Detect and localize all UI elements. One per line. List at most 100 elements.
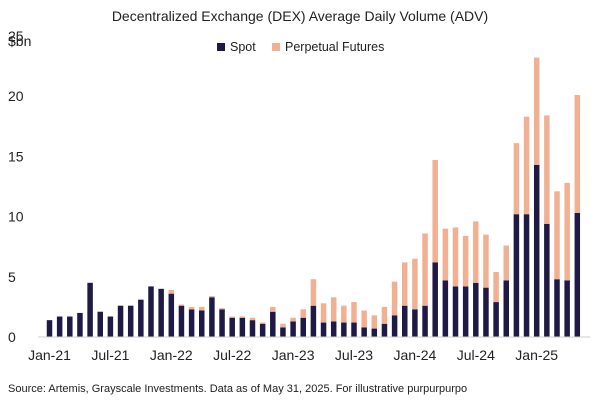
bar-perpetual-futures bbox=[280, 323, 286, 328]
legend: Spot Perpetual Futures bbox=[217, 40, 384, 54]
bar-perpetual-futures bbox=[330, 297, 337, 322]
bar-spot bbox=[412, 309, 418, 337]
bar-spot bbox=[402, 305, 408, 337]
bar-spot bbox=[371, 328, 378, 337]
bar-perpetual-futures bbox=[300, 309, 306, 318]
bar-perpetual-futures bbox=[219, 308, 225, 310]
bar-spot bbox=[574, 212, 581, 337]
bar-spot bbox=[513, 214, 520, 337]
bar-spot bbox=[259, 323, 266, 337]
y-tick-label: 20 bbox=[8, 88, 24, 104]
bar-perpetual-futures bbox=[351, 302, 357, 323]
bar-spot bbox=[249, 320, 256, 337]
bar-perpetual-futures bbox=[229, 316, 235, 318]
y-tick-label: 15 bbox=[8, 148, 24, 164]
bar-perpetual-futures bbox=[209, 296, 215, 298]
bar-perpetual-futures bbox=[402, 262, 408, 306]
y-tick-label: 5 bbox=[8, 269, 16, 285]
bar-perpetual-futures bbox=[503, 245, 509, 281]
bar-perpetual-futures bbox=[432, 160, 438, 263]
bar-perpetual-futures bbox=[554, 191, 560, 280]
bar-spot bbox=[381, 323, 388, 337]
bar-spot bbox=[361, 327, 367, 337]
bar-perpetual-futures bbox=[493, 271, 499, 303]
x-tick-label: Jul-22 bbox=[213, 347, 251, 363]
bar-spot bbox=[148, 286, 154, 337]
bar-spot bbox=[158, 288, 164, 337]
bar-spot bbox=[554, 279, 560, 337]
y-axis-ticks: 0 5 10 15 20 25 bbox=[8, 28, 24, 345]
x-tick-label: Jan-21 bbox=[28, 347, 71, 363]
x-tick-label: Jan-23 bbox=[272, 347, 315, 363]
bar-spot bbox=[239, 317, 246, 337]
bar-perpetual-futures bbox=[270, 306, 276, 312]
bar-spot bbox=[493, 302, 499, 337]
bar-perpetual-futures bbox=[168, 290, 175, 294]
bar-perpetual-futures bbox=[310, 279, 317, 306]
bar-spot bbox=[483, 287, 489, 337]
bar-spot bbox=[67, 316, 73, 337]
bar-spot bbox=[300, 317, 306, 337]
bar-perpetual-futures bbox=[178, 304, 185, 306]
bar-spot bbox=[330, 321, 337, 337]
y-tick-label: 0 bbox=[8, 329, 16, 345]
legend-swatch-spot bbox=[217, 43, 225, 51]
bar-spot bbox=[320, 322, 327, 337]
bar-spot bbox=[432, 262, 438, 337]
bar-spot bbox=[564, 280, 570, 337]
legend-label-perpetual-futures: Perpetual Futures bbox=[285, 40, 384, 54]
bar-spot bbox=[462, 286, 469, 337]
bar-perpetual-futures bbox=[483, 234, 489, 288]
x-tick-label: Jul-21 bbox=[91, 347, 129, 363]
bar-perpetual-futures bbox=[341, 305, 347, 323]
bar-spot bbox=[188, 309, 195, 337]
bar-spot bbox=[209, 297, 215, 337]
bar-perpetual-futures bbox=[544, 115, 550, 224]
bar-perpetual-futures bbox=[239, 316, 246, 318]
bar-spot bbox=[351, 322, 357, 337]
bar-spot bbox=[533, 164, 540, 337]
bar-perpetual-futures bbox=[381, 306, 388, 324]
bar-spot bbox=[56, 316, 63, 337]
x-tick-label: Jul-23 bbox=[335, 347, 373, 363]
bar-perpetual-futures bbox=[523, 116, 530, 215]
bar-perpetual-futures bbox=[199, 306, 205, 311]
bar-spot bbox=[97, 311, 103, 337]
x-tick-label: Jul-24 bbox=[457, 347, 495, 363]
legend-swatch-perpetual-futures bbox=[272, 43, 280, 51]
bar-perpetual-futures bbox=[452, 227, 459, 287]
x-tick-label: Jan-24 bbox=[393, 347, 436, 363]
bar-spot bbox=[544, 223, 550, 337]
bar-spot bbox=[503, 280, 509, 337]
bar-perpetual-futures bbox=[371, 315, 378, 329]
y-tick-label: 10 bbox=[8, 209, 24, 225]
bar-perpetual-futures bbox=[320, 303, 327, 323]
bar-perpetual-futures bbox=[188, 306, 195, 310]
bar-spot bbox=[523, 214, 530, 337]
legend-label-spot: Spot bbox=[230, 40, 256, 54]
chart-title: Decentralized Exchange (DEX) Average Dai… bbox=[112, 8, 488, 24]
bar-perpetual-futures bbox=[462, 235, 469, 287]
bar-spot bbox=[280, 327, 286, 337]
bar-spot bbox=[341, 322, 347, 337]
bar-perpetual-futures bbox=[533, 57, 540, 165]
x-tick-label: Jan-25 bbox=[515, 347, 558, 363]
bars bbox=[46, 57, 581, 337]
bar-spot bbox=[310, 305, 317, 337]
bar-perpetual-futures bbox=[473, 221, 479, 283]
bar-spot bbox=[127, 305, 134, 337]
bar-spot bbox=[199, 310, 205, 337]
bar-spot bbox=[219, 309, 225, 337]
bar-perpetual-futures bbox=[259, 322, 266, 324]
bar-spot bbox=[87, 282, 93, 337]
bar-spot bbox=[452, 286, 459, 337]
bar-spot bbox=[46, 320, 53, 337]
bar-spot bbox=[229, 317, 235, 337]
bar-perpetual-futures bbox=[412, 258, 418, 310]
bar-perpetual-futures bbox=[391, 281, 398, 316]
bar-spot bbox=[473, 282, 479, 337]
y-axis-unit-label: $bn bbox=[8, 33, 31, 49]
bar-spot bbox=[391, 315, 398, 337]
x-tick-label: Jan-22 bbox=[150, 347, 193, 363]
